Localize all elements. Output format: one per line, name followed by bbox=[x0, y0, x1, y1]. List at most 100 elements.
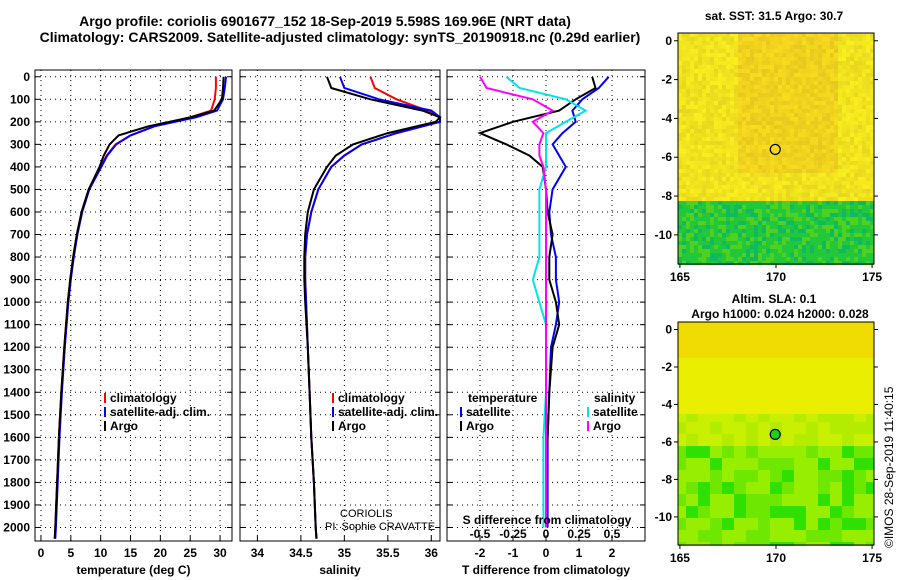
map-cell bbox=[770, 438, 774, 442]
map-cell bbox=[818, 57, 822, 61]
map-cell bbox=[794, 89, 798, 93]
map-cell bbox=[722, 422, 726, 426]
map-cell bbox=[754, 109, 758, 113]
map-cell bbox=[718, 221, 722, 225]
map-cell bbox=[738, 342, 742, 346]
map-cell bbox=[766, 245, 770, 249]
map-cell bbox=[774, 173, 778, 177]
map-cell bbox=[862, 233, 866, 237]
map-cell bbox=[838, 189, 842, 193]
map-cell bbox=[698, 145, 702, 149]
map-cell bbox=[746, 334, 750, 338]
map-cell bbox=[774, 378, 778, 382]
map-cell bbox=[686, 253, 690, 257]
map-cell bbox=[738, 221, 742, 225]
map-cell bbox=[718, 165, 722, 169]
map-cell bbox=[834, 33, 838, 37]
map-cell bbox=[814, 185, 818, 189]
map-cell bbox=[746, 418, 750, 422]
map-cell bbox=[706, 197, 710, 201]
map-cell bbox=[706, 378, 710, 382]
map-cell bbox=[810, 81, 814, 85]
map-cell bbox=[694, 205, 698, 209]
map-cell bbox=[762, 358, 766, 362]
map-cell bbox=[774, 402, 778, 406]
map-cell bbox=[718, 322, 722, 326]
map-cell bbox=[730, 217, 734, 221]
map-cell bbox=[850, 125, 854, 129]
map-cell bbox=[710, 358, 714, 362]
map-cell bbox=[770, 426, 774, 430]
map-cell bbox=[802, 33, 806, 37]
map-cell bbox=[854, 466, 858, 470]
map-cell bbox=[870, 141, 874, 145]
map-cell bbox=[790, 149, 794, 153]
map-cell bbox=[814, 165, 818, 169]
map-cell bbox=[766, 69, 770, 73]
map-cell bbox=[714, 73, 718, 77]
map-cell bbox=[718, 354, 722, 358]
map-cell bbox=[734, 390, 738, 394]
map-cell bbox=[726, 81, 730, 85]
map-cell bbox=[762, 117, 766, 121]
map-cell bbox=[722, 410, 726, 414]
map-cell bbox=[738, 366, 742, 370]
map-cell bbox=[842, 434, 846, 438]
map-cell bbox=[846, 390, 850, 394]
map-cell bbox=[730, 185, 734, 189]
map-cell bbox=[806, 217, 810, 221]
map-cell bbox=[830, 173, 834, 177]
map-cell bbox=[702, 362, 706, 366]
map-cell bbox=[830, 69, 834, 73]
map-cell bbox=[798, 418, 802, 422]
map-cell bbox=[858, 430, 862, 434]
map-cell bbox=[718, 422, 722, 426]
map-cell bbox=[778, 394, 782, 398]
map-cell bbox=[718, 410, 722, 414]
map-cell bbox=[790, 366, 794, 370]
map-cell bbox=[766, 137, 770, 141]
map-cell bbox=[858, 161, 862, 165]
map-cell bbox=[842, 330, 846, 334]
map-cell bbox=[830, 378, 834, 382]
map-cell bbox=[850, 49, 854, 53]
map-cell bbox=[690, 346, 694, 350]
map-cell bbox=[850, 41, 854, 45]
map-cell bbox=[834, 197, 838, 201]
map-cell bbox=[714, 374, 718, 378]
map-cell bbox=[694, 237, 698, 241]
map-cell bbox=[682, 245, 686, 249]
map-cell bbox=[770, 382, 774, 386]
map-cell bbox=[842, 241, 846, 245]
legend-label: Argo bbox=[110, 419, 138, 433]
map-cell bbox=[726, 77, 730, 81]
map-cell bbox=[854, 434, 858, 438]
map-cell bbox=[794, 93, 798, 97]
map-cell bbox=[854, 362, 858, 366]
map-cell bbox=[862, 161, 866, 165]
map-cell bbox=[734, 330, 738, 334]
map-cell bbox=[686, 261, 690, 265]
map-cell bbox=[818, 149, 822, 153]
map-cell bbox=[854, 133, 858, 137]
map-cell bbox=[766, 466, 770, 470]
map-cell bbox=[830, 53, 834, 57]
map-cell bbox=[858, 229, 862, 233]
map-cell bbox=[702, 454, 706, 458]
map-cell bbox=[870, 245, 874, 249]
map-cell bbox=[838, 93, 842, 97]
map-cell bbox=[678, 101, 682, 105]
map-cell bbox=[722, 113, 726, 117]
map-cell bbox=[842, 346, 846, 350]
map-cell bbox=[862, 33, 866, 37]
map-cell bbox=[682, 225, 686, 229]
map-cell bbox=[778, 157, 782, 161]
map-cell bbox=[842, 145, 846, 149]
map-cell bbox=[778, 334, 782, 338]
map-cell bbox=[766, 209, 770, 213]
map-cell bbox=[870, 378, 874, 382]
map-cell bbox=[702, 257, 706, 261]
map-cell bbox=[862, 334, 866, 338]
map-cell bbox=[730, 149, 734, 153]
map-cell bbox=[754, 362, 758, 366]
